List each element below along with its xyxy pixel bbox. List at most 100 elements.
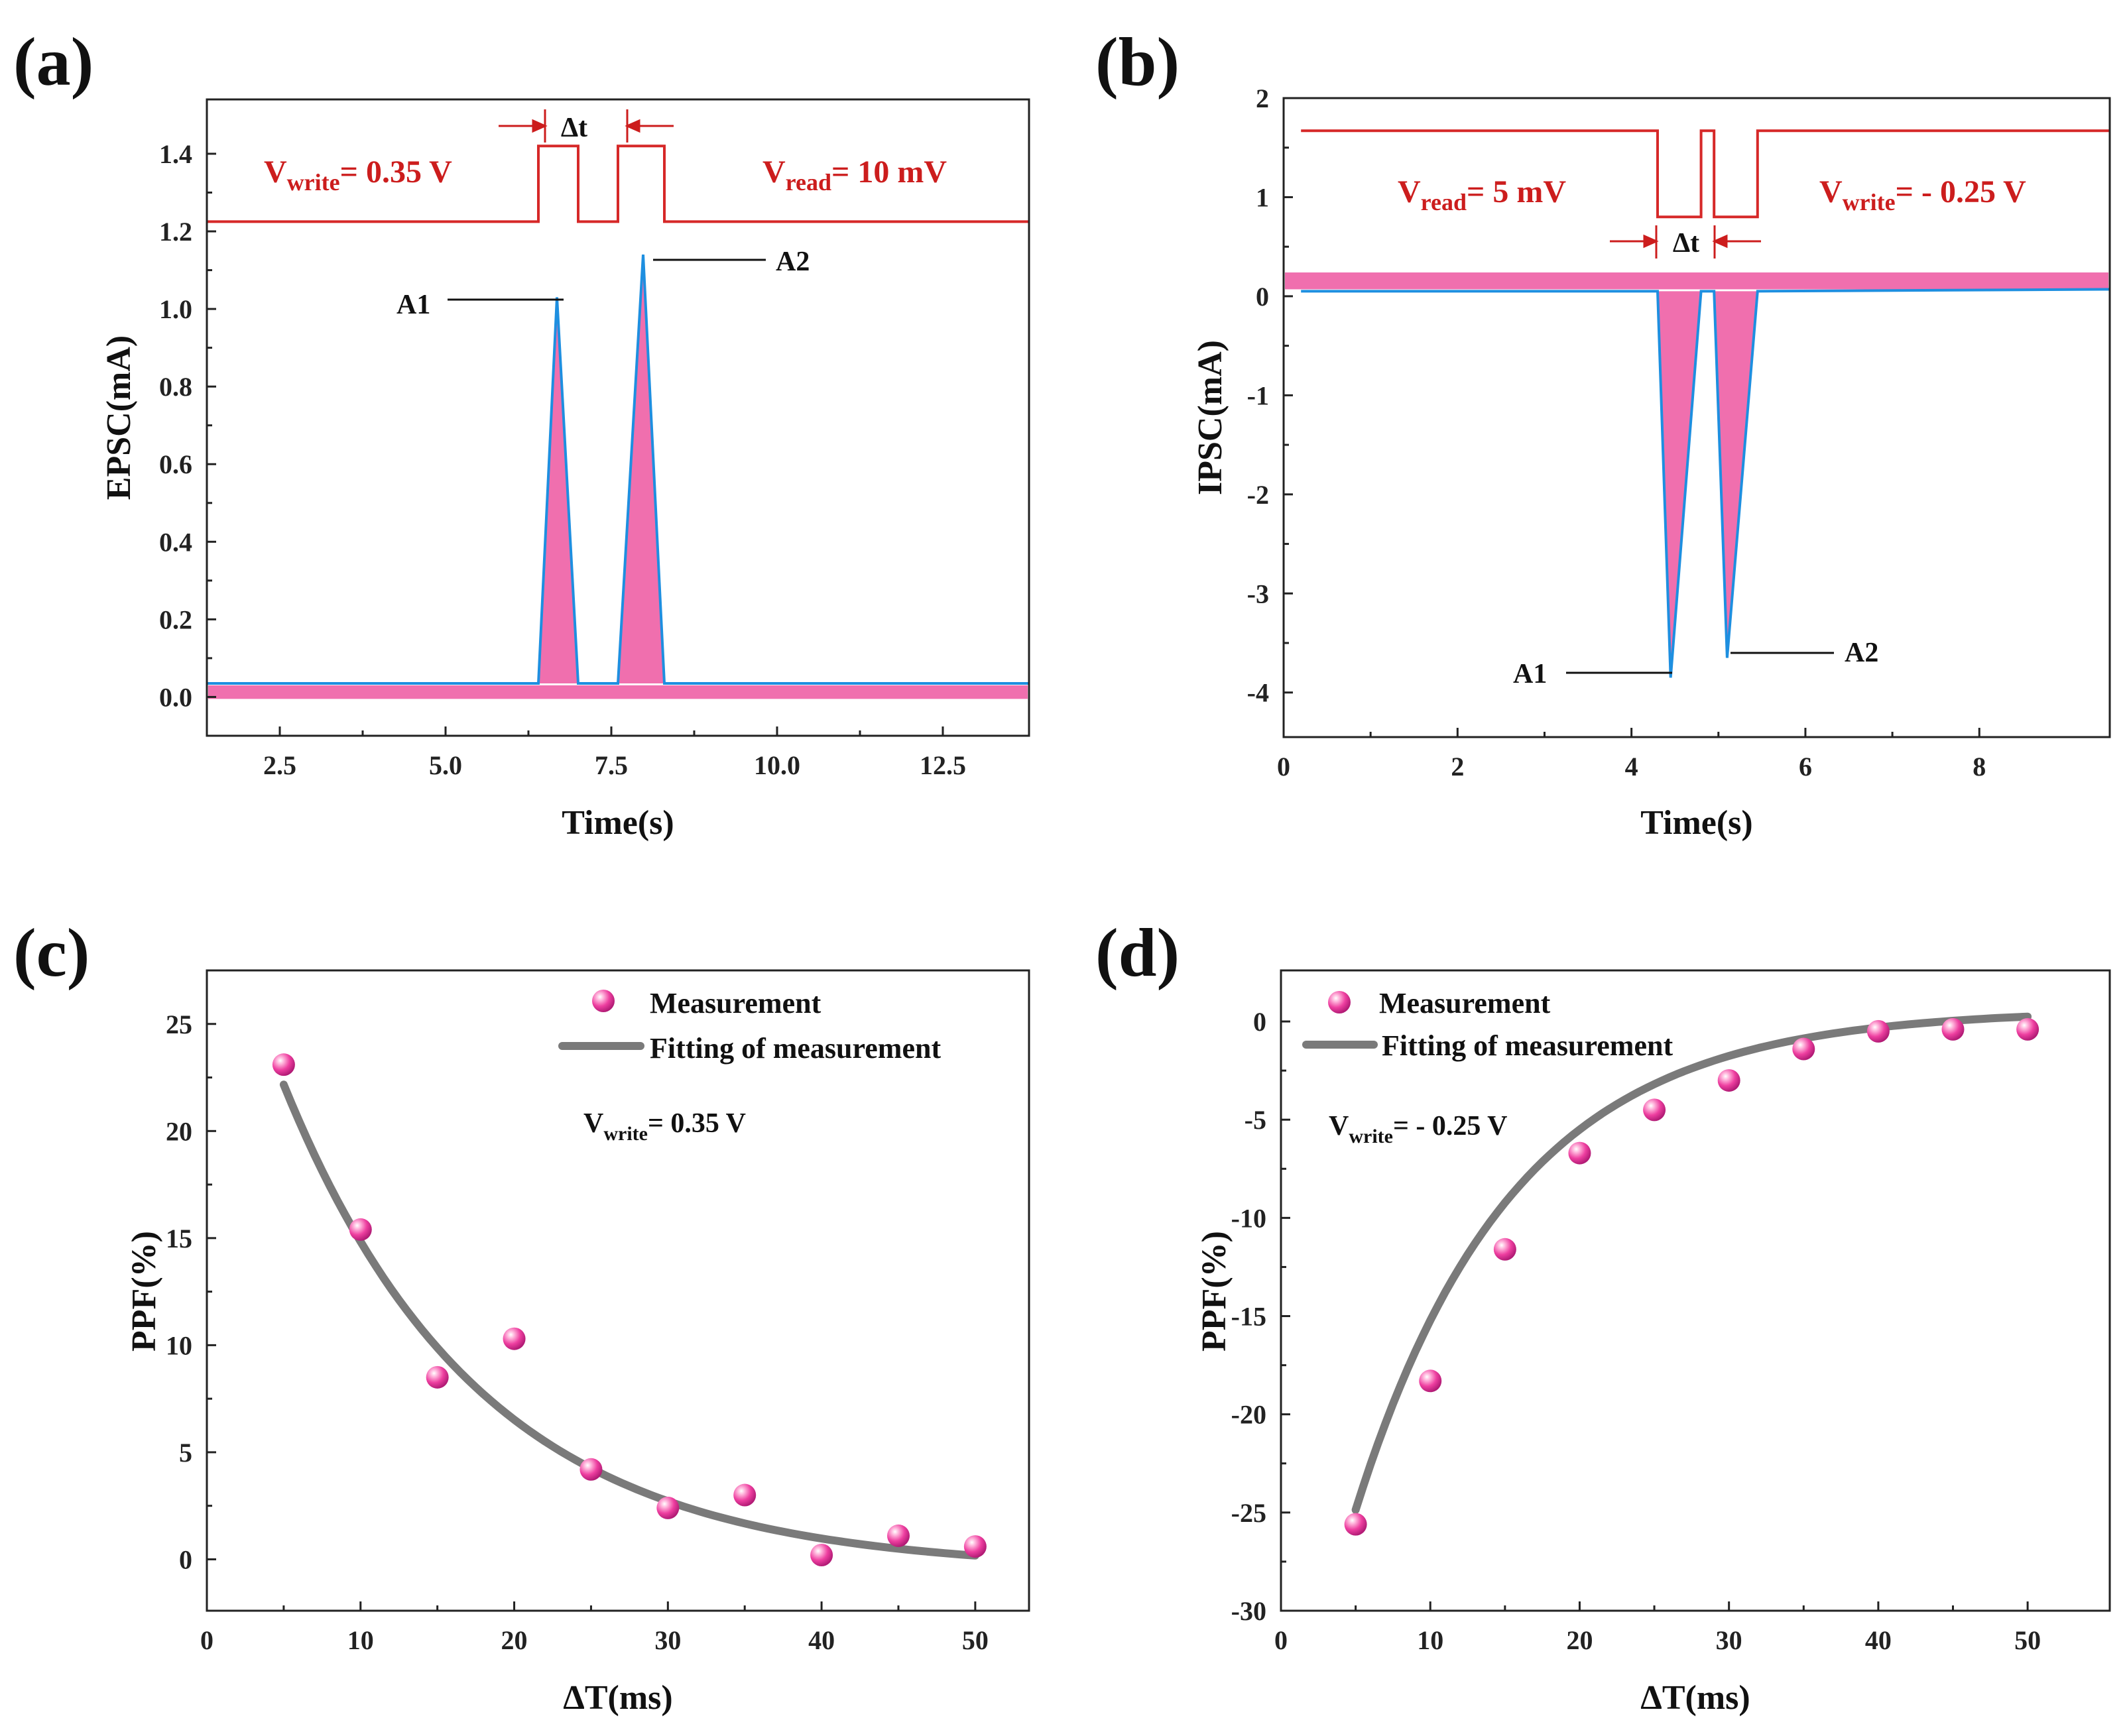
panel-a-chart: Vwrite= 0.35 V Vread= 10 mV Δt A1 A2 2.5…: [100, 98, 1030, 842]
y-axis-title-a: EPSC(mA): [100, 335, 138, 500]
panel-a-y-ticks: 0.0 0.2 0.4 0.6 0.8 1.0 1.2 1.4: [159, 139, 216, 712]
voltage-pulse-line: [1301, 129, 2110, 219]
panel-c-legend: Measurement Fitting of measurement: [558, 987, 941, 1065]
panel-c-fit-curve: [279, 1080, 979, 1560]
legend-label-measurement-c: Measurement: [650, 987, 821, 1019]
y-tick-label: 0.8: [159, 372, 192, 402]
legend-label-measurement-d: Measurement: [1379, 987, 1551, 1019]
x-tick-label: 20: [501, 1625, 528, 1655]
y-tick-label: 1: [1256, 182, 1269, 212]
x-tick-label: 6: [1799, 752, 1812, 781]
measurement-point: [1792, 1037, 1815, 1061]
y-tick-label: 1.0: [159, 294, 192, 324]
panel-c-plot-frame: [206, 969, 1030, 1612]
panel-letter-b: (b): [1095, 24, 1180, 100]
current-response-line: [207, 254, 1029, 685]
y-tick-label: -2: [1247, 480, 1269, 510]
y-tick-label: -15: [1231, 1302, 1266, 1332]
x-tick-label: 50: [2014, 1625, 2041, 1655]
panel-c-x-ticks: 0 10 20 30 40 50: [200, 1601, 989, 1655]
legend-label-fit-c: Fitting of measurement: [650, 1032, 941, 1065]
vwrite-label-c: Vwrite= 0.35 V: [583, 1108, 746, 1145]
legend-marker-measurement-c: [592, 990, 615, 1012]
measurement-point: [1866, 1019, 1890, 1043]
x-tick-label: 8: [1973, 752, 1986, 781]
x-tick-label: 0: [1277, 752, 1290, 781]
measurement-point: [1493, 1238, 1516, 1261]
delta-t-arrows-a: [499, 109, 674, 143]
y-tick-label: 15: [166, 1224, 192, 1253]
measurement-point: [886, 1524, 910, 1547]
measurement-point: [1419, 1369, 1442, 1393]
y-tick-label: -3: [1247, 579, 1269, 608]
panel-a-x-ticks: 2.5 5.0 7.5 10.0 12.5: [263, 726, 966, 780]
x-tick-label: 2: [1451, 752, 1464, 781]
y-axis-title-b: IPSC(mA): [1191, 340, 1229, 495]
measurement-point: [2016, 1017, 2039, 1041]
vwrite-label-d: Vwrite= - 0.25 V: [1329, 1111, 1507, 1147]
legend-marker-measurement-d: [1328, 991, 1351, 1013]
x-tick-label: 2.5: [263, 750, 296, 780]
y-tick-label: 5: [179, 1438, 192, 1468]
panel-a-plot-frame: [206, 98, 1030, 737]
vread-label-a: Vread= 10 mV: [762, 154, 947, 196]
vwrite-label-a: Vwrite= 0.35 V: [264, 154, 452, 196]
panel-letter-c: (c): [13, 915, 90, 991]
y-tick-label: 0.0: [159, 682, 192, 712]
x-tick-label: 40: [808, 1625, 835, 1655]
x-tick-label: 12.5: [920, 750, 966, 780]
x-tick-label: 40: [1865, 1625, 1892, 1655]
panel-b-x-ticks: 0 2 4 6 8: [1277, 728, 1986, 781]
y-tick-label: 0.4: [159, 527, 192, 557]
measurement-point: [1941, 1017, 1965, 1041]
measurement-point: [579, 1458, 603, 1481]
panel-c-chart: Measurement Fitting of measurement Vwrit…: [125, 969, 1030, 1717]
y-tick-label: 1.2: [159, 217, 192, 247]
y-axis-title-d: PPF(%): [1195, 1231, 1233, 1352]
y-tick-label: 0.2: [159, 605, 192, 634]
x-axis-title-c: ΔT(ms): [563, 1679, 672, 1717]
panel-d-plot-frame: [1280, 969, 2111, 1612]
y-tick-label: -10: [1231, 1203, 1266, 1233]
x-tick-label: 7.5: [595, 750, 628, 780]
x-tick-label: 4: [1625, 752, 1638, 781]
current-response-line: [1301, 288, 2110, 678]
x-tick-label: 20: [1566, 1625, 1593, 1655]
a1-label-b: A1: [1513, 659, 1547, 689]
y-tick-label: -20: [1231, 1400, 1266, 1430]
measurement-point: [963, 1535, 987, 1558]
fit-curve-line: [1351, 1012, 2032, 1514]
x-tick-label: 0: [200, 1625, 213, 1655]
a1-label-a: A1: [396, 290, 430, 320]
x-tick-label: 50: [962, 1625, 989, 1655]
panel-a-peak-fill: [208, 255, 1028, 699]
y-tick-label: -30: [1231, 1596, 1266, 1626]
x-tick-label: 30: [1716, 1625, 1742, 1655]
y-tick-label: -1: [1247, 380, 1269, 410]
vread-label-b: Vread= 5 mV: [1398, 174, 1566, 215]
a2-label-a: A2: [776, 247, 810, 277]
voltage-pulse-line: [207, 145, 1029, 223]
measurement-point: [810, 1544, 833, 1566]
panel-d-chart: Measurement Fitting of measurement Vwrit…: [1195, 969, 2111, 1717]
a2-label-b: A2: [1845, 638, 1878, 668]
panel-b-lines: [1301, 129, 2110, 678]
panel-b-y-ticks: 2 1 0 -1 -2 -3 -4: [1247, 84, 1293, 708]
panel-b-chart: Vread= 5 mV Vwrite= - 0.25 V Δt A1 A2 0 2…: [1191, 84, 2111, 842]
y-axis-title-c: PPF(%): [125, 1231, 163, 1352]
y-tick-label: -5: [1245, 1105, 1266, 1135]
y-tick-label: 2: [1256, 84, 1269, 113]
x-tick-label: 10: [347, 1625, 374, 1655]
measurement-point: [1568, 1141, 1591, 1165]
panel-d-fit-curve: [1351, 1012, 2032, 1514]
measurement-point: [272, 1053, 295, 1076]
legend-label-fit-d: Fitting of measurement: [1382, 1029, 1673, 1062]
y-tick-label: 0.6: [159, 449, 192, 479]
delta-t-label-a: Δt: [561, 113, 587, 143]
panel-letter-d: (d): [1095, 915, 1180, 991]
panel-b-annotations: Vread= 5 mV Vwrite= - 0.25 V Δt A1 A2: [1398, 174, 2026, 689]
y-tick-label: 0: [1253, 1007, 1266, 1037]
panel-a-lines: [207, 145, 1029, 685]
panel-d-y-ticks: 0 -5 -10 -15 -20 -25 -30: [1231, 1007, 1290, 1626]
